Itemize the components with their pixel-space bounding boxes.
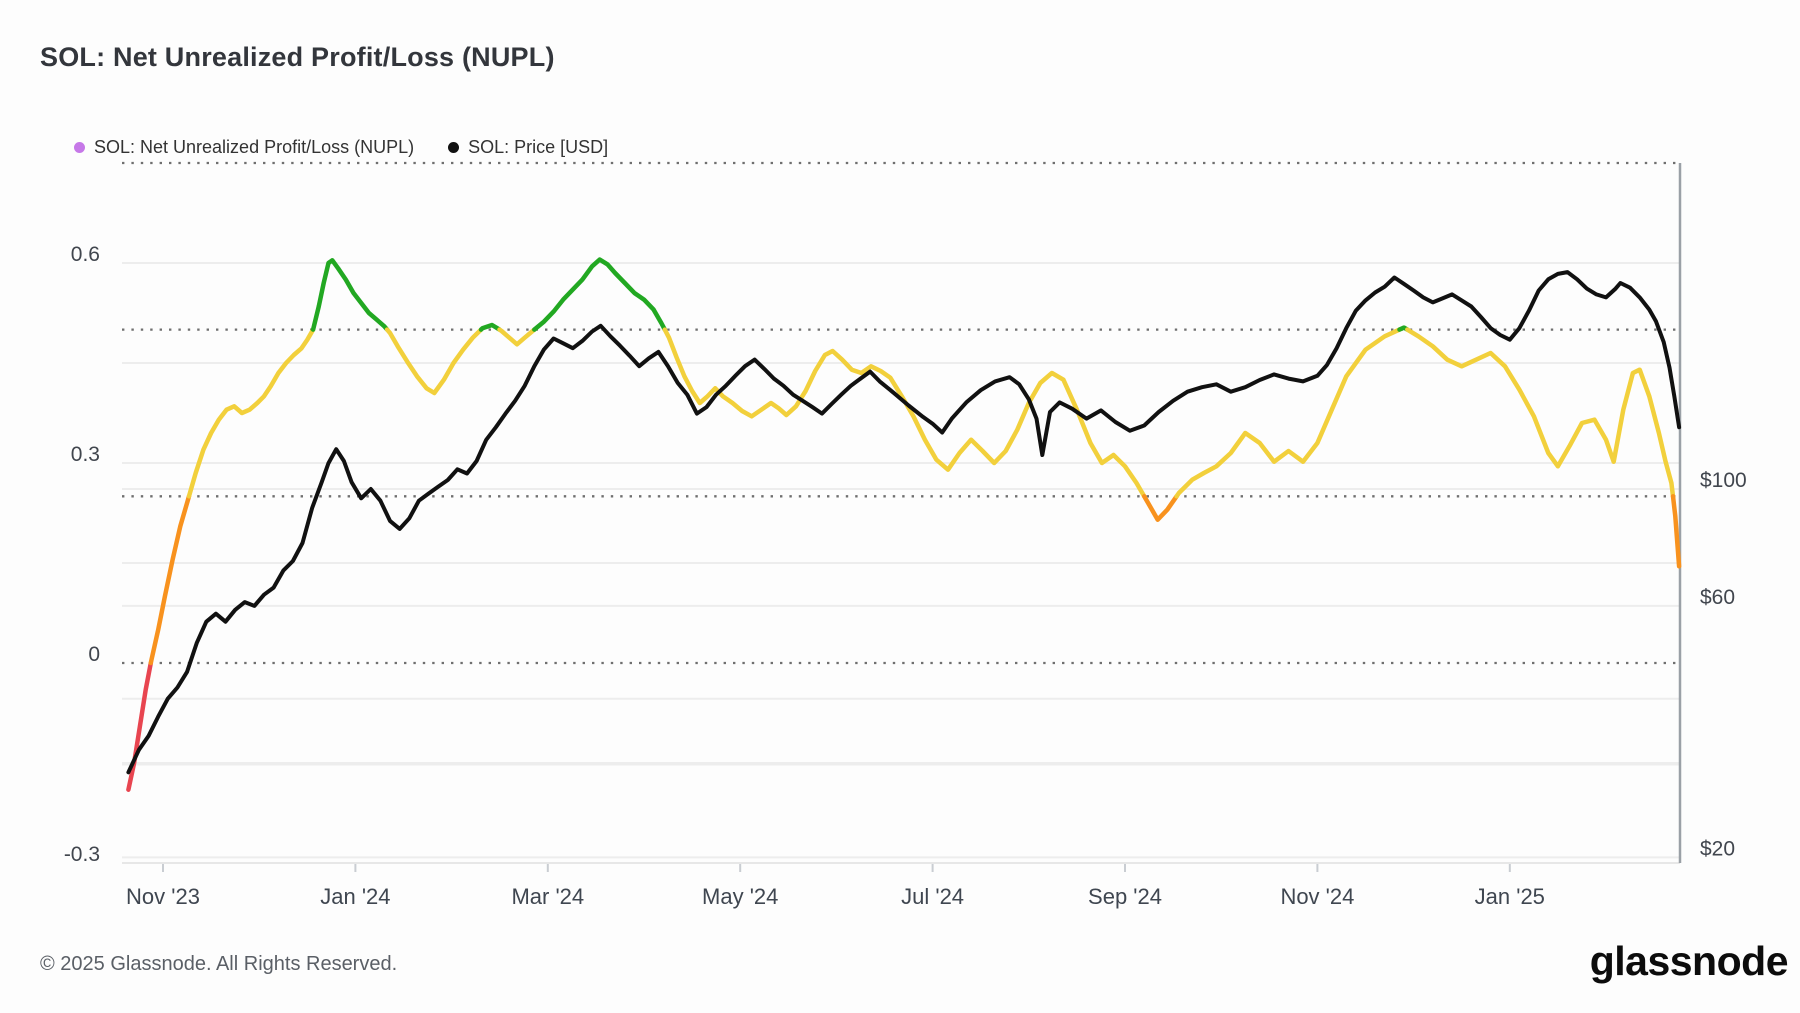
right-axis-tick-label: $100 [1700, 469, 1747, 492]
nupl-line-segment [384, 327, 484, 396]
page-title: SOL: Net Unrealized Profit/Loss (NUPL) [40, 42, 555, 72]
nupl-line-segment [1141, 494, 1179, 522]
glassnode-logo: glassnode [1589, 938, 1789, 984]
nupl-legend-dot-icon [74, 142, 85, 153]
x-axis-tick-label: Jan '25 [1475, 884, 1545, 909]
nupl-line-segment [1174, 327, 1402, 499]
legend-label-price: SOL: Price [USD] [468, 137, 609, 157]
left-axis-tick-label: 0 [88, 643, 100, 666]
x-axis-tick-label: Jan '24 [320, 884, 390, 909]
x-axis-tick-label: Nov '24 [1280, 884, 1354, 909]
x-axis-tick-label: Jul '24 [901, 884, 964, 909]
nupl-line-segment [532, 257, 668, 332]
nupl-line-segment [497, 327, 537, 347]
right-axis-tick-label: $20 [1700, 837, 1735, 860]
x-axis-tick-label: Sep '24 [1088, 884, 1162, 909]
legend-label-nupl: SOL: Net Unrealized Profit/Loss (NUPL) [94, 137, 415, 157]
legend-item-nupl[interactable]: SOL: Net Unrealized Profit/Loss (NUPL) [74, 137, 414, 158]
nupl-line-segment [126, 660, 154, 792]
nupl-line-segment [148, 494, 192, 666]
x-axis-tick-label: May '24 [702, 884, 778, 909]
left-axis-tick-label: 0.6 [71, 243, 100, 266]
nupl-line-segment [662, 327, 1147, 499]
nupl-line-segment [186, 327, 316, 499]
right-axis-tick-label: $60 [1700, 586, 1735, 609]
legend-item-price[interactable]: SOL: Price [USD] [448, 137, 608, 158]
chart-legend: SOL: Net Unrealized Profit/Loss (NUPL) S… [74, 137, 608, 158]
x-axis-tick-label: Nov '23 [126, 884, 200, 909]
price-line [126, 270, 1682, 775]
nupl-line-segment [310, 258, 390, 332]
left-axis-tick-label: -0.3 [64, 843, 100, 866]
nupl-line-segment [1670, 494, 1682, 569]
nupl-line-segment [478, 322, 502, 332]
left-axis-tick-label: 0.3 [71, 443, 100, 466]
x-axis-tick-label: Mar '24 [511, 884, 584, 909]
price-legend-dot-icon [448, 142, 460, 153]
copyright-text: © 2025 Glassnode. All Rights Reserved. [40, 953, 398, 975]
nupl-line-segment [1405, 327, 1676, 499]
